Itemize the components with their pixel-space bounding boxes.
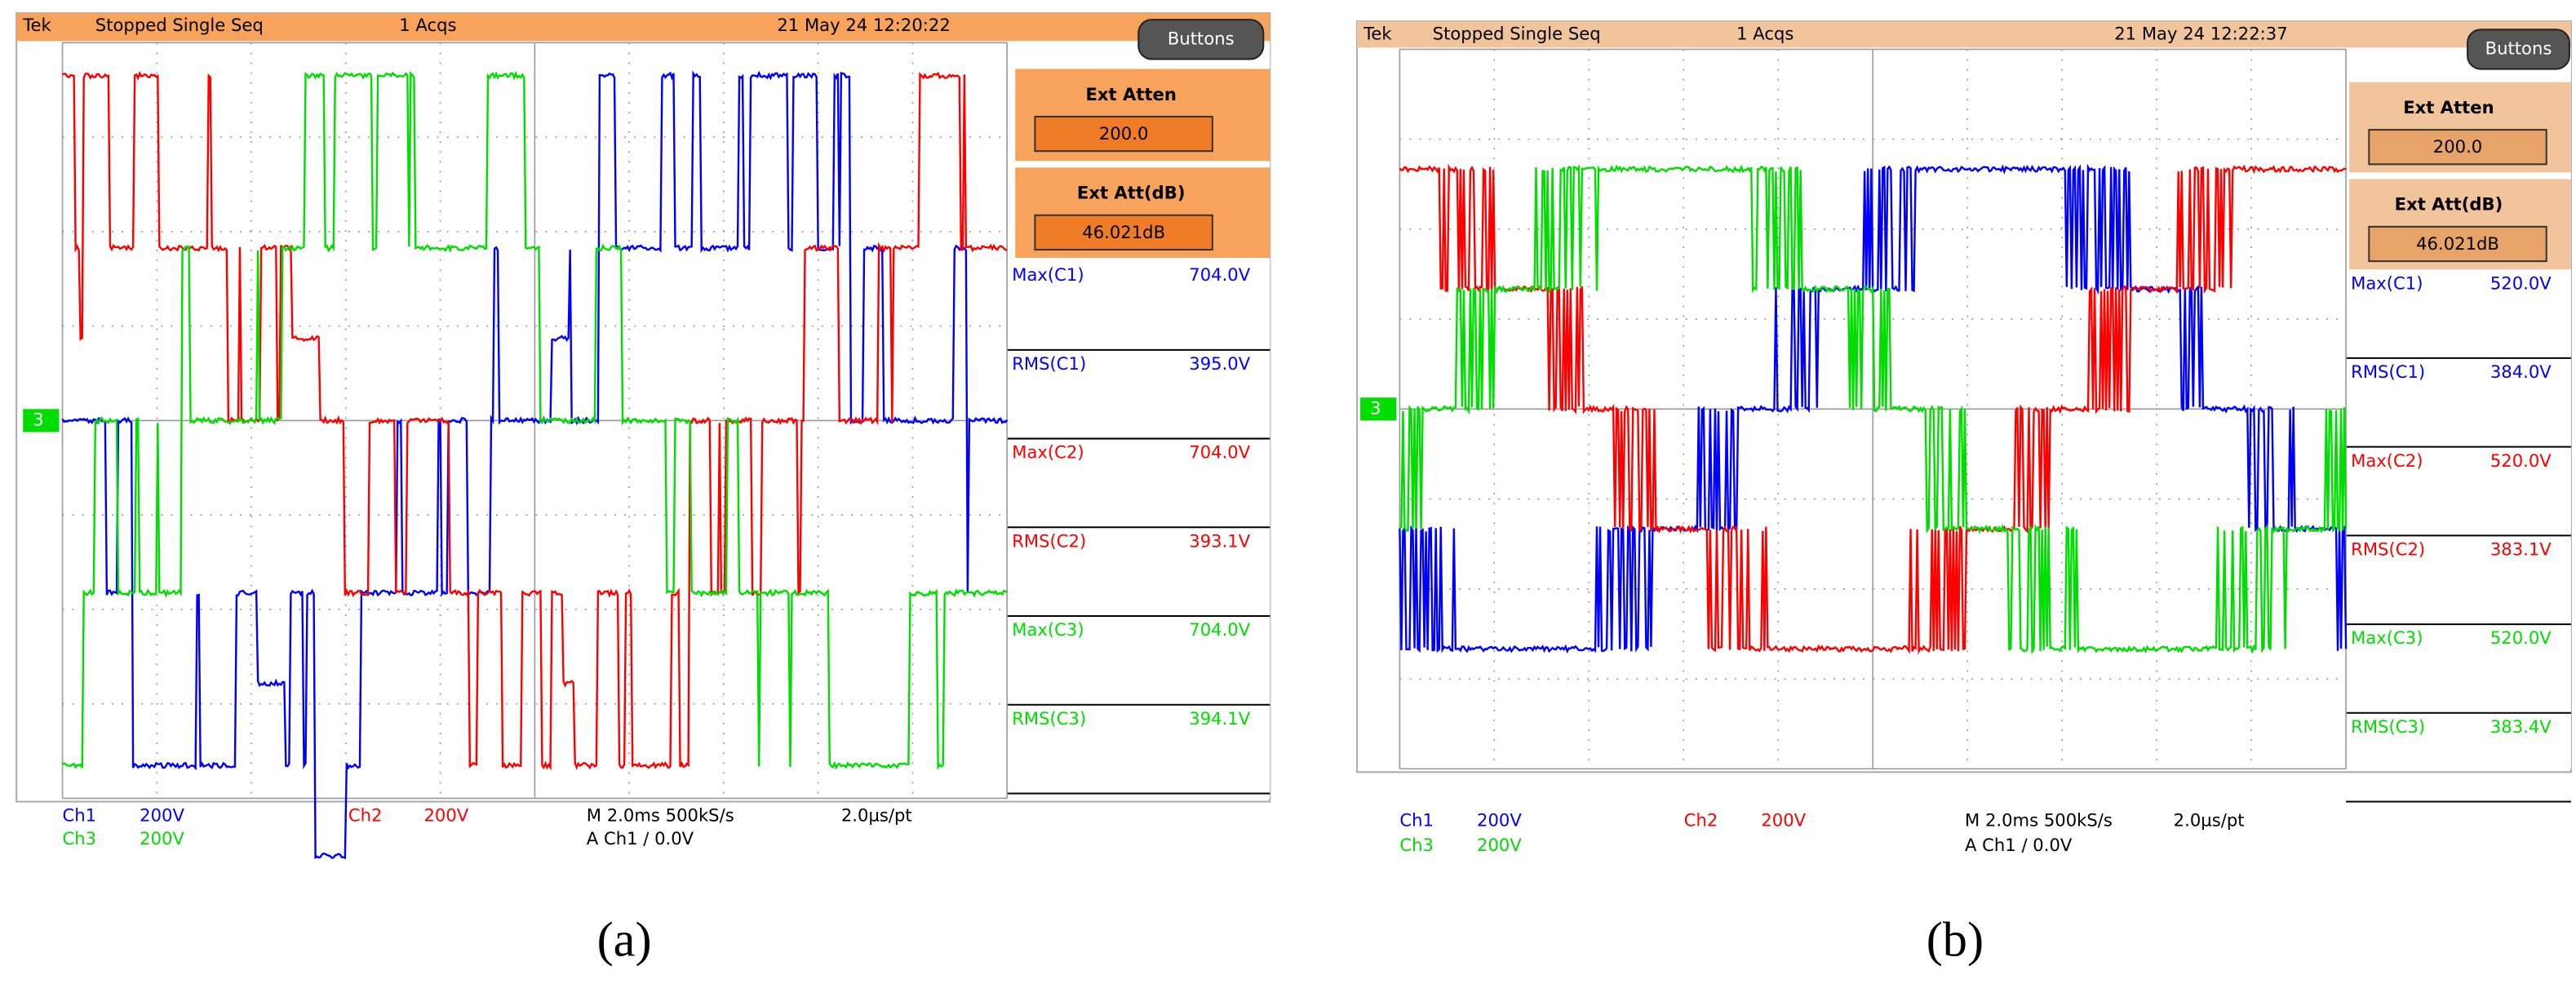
- channel-scale: 200V: [140, 805, 184, 826]
- channel-label: Ch3: [63, 828, 97, 849]
- menu-label: Ext Atten: [1086, 84, 1177, 104]
- status-bar: [16, 13, 1270, 42]
- menu-label: Ext Atten: [2403, 97, 2494, 117]
- waveform: [1399, 164, 2348, 655]
- ground-marker-label: 3: [1370, 397, 1381, 418]
- channel-scale: 200V: [423, 805, 468, 826]
- side-panel: [1007, 41, 1270, 799]
- measure-label: RMS(C3): [2351, 716, 2425, 737]
- menu-value: 200.0: [2433, 136, 2482, 157]
- channel-label: Ch2: [1684, 810, 1718, 831]
- timebase: M 2.0ms 500kS/s: [587, 805, 734, 826]
- measure-label: Max(C2): [2351, 450, 2423, 471]
- measure-label: RMS(C2): [2351, 539, 2425, 559]
- status-text: Stopped Single Seq: [95, 15, 264, 35]
- channel-label: Ch3: [1399, 835, 1434, 855]
- menu-value: 46.021dB: [1082, 222, 1165, 242]
- measure-value: 704.0V: [1189, 619, 1250, 640]
- menu-value: 200.0: [1099, 123, 1148, 144]
- buttons-button[interactable]: [1137, 19, 1265, 60]
- channel-label: Ch1: [63, 805, 97, 826]
- measure-value: 704.0V: [1189, 264, 1250, 285]
- trigger: A Ch1 ∕ 0.0V: [1965, 835, 2073, 855]
- measure-label: RMS(C1): [2351, 361, 2425, 382]
- channel-label: Ch1: [1399, 810, 1434, 831]
- status-text: Stopped Single Seq: [1433, 23, 1601, 43]
- menu-value: 46.021dB: [2416, 233, 2499, 254]
- status-text: Tek: [22, 15, 51, 35]
- measure-value: 395.0V: [1189, 353, 1250, 374]
- menu-label: Ext Att(dB): [1077, 183, 1186, 203]
- ground-marker: [23, 409, 60, 432]
- channel-scale: 200V: [1477, 810, 1522, 831]
- buttons-button[interactable]: [2467, 29, 2570, 70]
- menu-label: Ext Att(dB): [2395, 194, 2503, 215]
- measure-value: 383.4V: [2490, 716, 2552, 737]
- buttons-label: Buttons: [2485, 38, 2552, 58]
- waveform: [61, 70, 1009, 860]
- measure-label: Max(C1): [1012, 264, 1084, 285]
- measure-value: 704.0V: [1189, 442, 1250, 463]
- caption: (b): [1926, 913, 1984, 968]
- measure-value: 520.0V: [2490, 627, 2552, 648]
- status-text: 1 Acqs: [399, 15, 456, 35]
- measure-value: 393.1V: [1189, 530, 1250, 551]
- waveform: [61, 70, 1008, 771]
- measure-value: 520.0V: [2490, 450, 2552, 471]
- measure-value: 384.0V: [2490, 361, 2552, 382]
- measure-label: RMS(C2): [1012, 530, 1086, 551]
- value-box[interactable]: [2368, 225, 2547, 263]
- caption: (a): [597, 913, 652, 968]
- measure-value: 394.1V: [1189, 708, 1250, 729]
- measure-value: 520.0V: [2490, 273, 2552, 293]
- value-box[interactable]: [1034, 115, 1213, 153]
- measure-label: Max(C1): [2351, 273, 2423, 293]
- status-text: 21 May 24 12:22:37: [2114, 23, 2287, 43]
- channel-scale: 200V: [1477, 835, 1522, 855]
- value-box[interactable]: [1034, 214, 1213, 251]
- trigger: A Ch1 ∕ 0.0V: [587, 828, 694, 849]
- measure-value: 383.1V: [2490, 539, 2552, 559]
- value-box[interactable]: [2368, 129, 2547, 166]
- ground-marker-label: 3: [33, 409, 43, 429]
- sample-interval: 2.0µs/pt: [2174, 810, 2245, 831]
- measure-label: RMS(C3): [1012, 708, 1086, 729]
- status-text: 1 Acqs: [1736, 23, 1793, 43]
- measure-label: Max(C3): [2351, 627, 2423, 648]
- measure-label: RMS(C1): [1012, 353, 1086, 374]
- measure-label: Max(C2): [1012, 442, 1084, 463]
- timebase: M 2.0ms 500kS/s: [1965, 810, 2113, 831]
- channel-scale: 200V: [140, 828, 184, 849]
- status-text: 21 May 24 12:20:22: [777, 15, 950, 35]
- status-text: Tek: [1363, 23, 1392, 43]
- status-bar: [1357, 21, 2571, 48]
- buttons-label: Buttons: [1168, 28, 1235, 48]
- waveform: [61, 70, 1008, 770]
- sample-interval: 2.0µs/pt: [841, 805, 912, 826]
- measure-label: Max(C3): [1012, 619, 1084, 640]
- ground-marker: [1360, 397, 1397, 421]
- channel-scale: 200V: [1761, 810, 1806, 831]
- channel-label: Ch2: [348, 805, 383, 826]
